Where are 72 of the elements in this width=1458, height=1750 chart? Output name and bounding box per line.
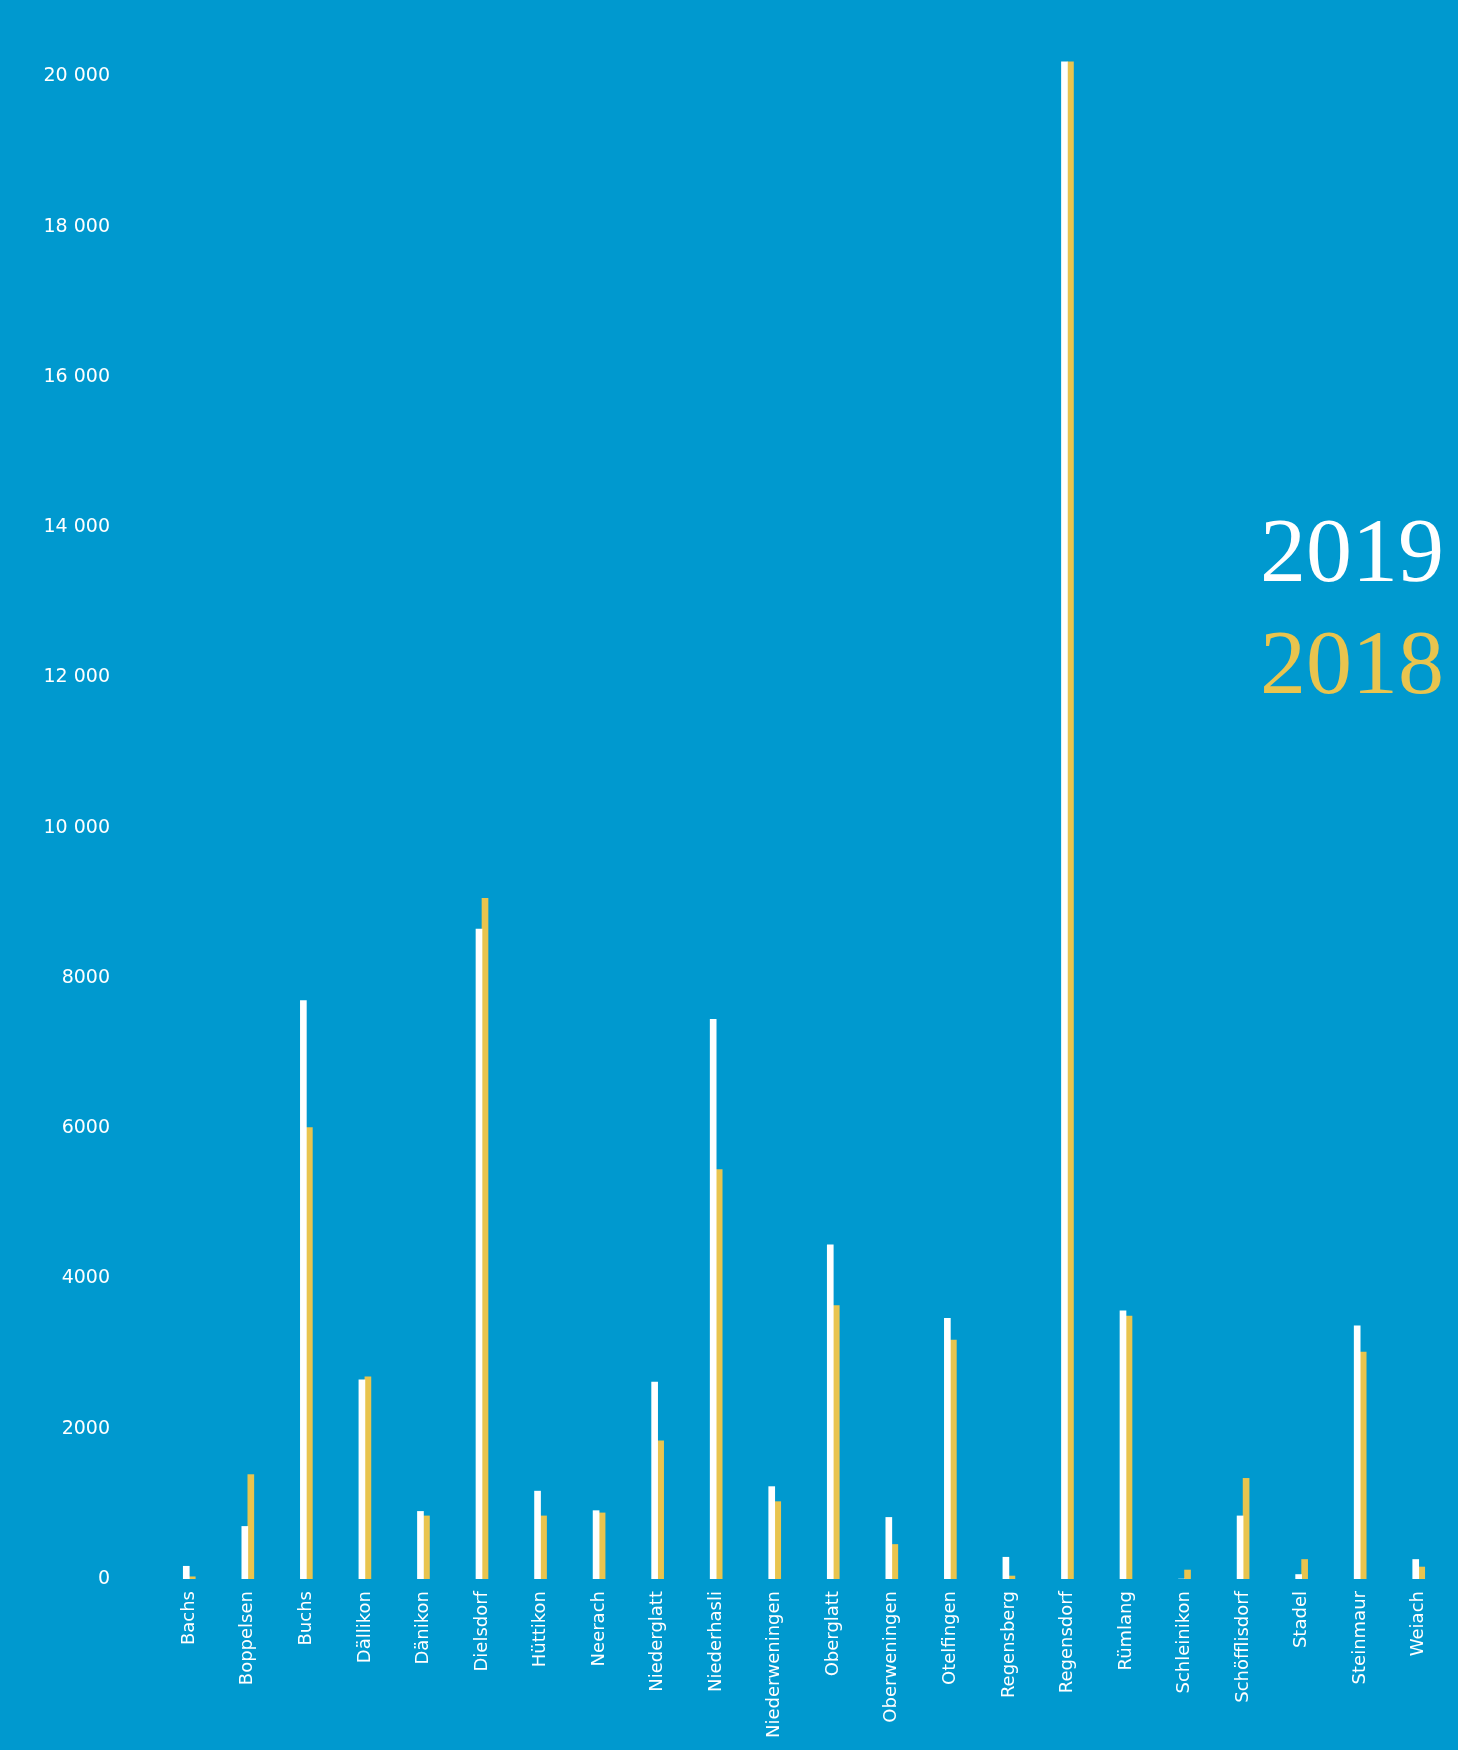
- x-tick-label: Regensberg: [996, 1591, 1018, 1699]
- bar: [1125, 1315, 1133, 1580]
- bar: [417, 1511, 424, 1580]
- bar: [891, 1544, 899, 1580]
- bar: [1067, 61, 1074, 1580]
- x-tick-label: Steinmaur: [1347, 1590, 1369, 1685]
- x-tick-label: Regensdorf: [1055, 1590, 1077, 1694]
- y-tick-label: 18 000: [43, 213, 110, 236]
- bar: [826, 1244, 834, 1580]
- bar: [475, 928, 483, 1580]
- x-tick-label: Rümlang: [1113, 1591, 1135, 1671]
- x-tick-label: Dielsdorf: [469, 1590, 491, 1672]
- bar: [306, 1127, 313, 1580]
- bar: [300, 1000, 307, 1580]
- bar: [592, 1510, 600, 1580]
- bar: [715, 1169, 723, 1580]
- bar: [1002, 1556, 1010, 1580]
- x-tick-label: Dällikon: [352, 1591, 374, 1664]
- text: 2018: [1260, 611, 1444, 714]
- x-tick-label: Hüttikon: [528, 1591, 550, 1668]
- bar: [1359, 1351, 1367, 1580]
- bar: [950, 1339, 957, 1580]
- bar: [709, 1018, 717, 1580]
- x-tick-label: Weiach: [1406, 1591, 1428, 1657]
- x-tick-label: Dänikon: [411, 1591, 433, 1665]
- x-tick-label: Stadel: [1289, 1591, 1311, 1649]
- x-tick-label: Niederglatt: [645, 1591, 667, 1692]
- bar: [651, 1381, 658, 1580]
- bar: [241, 1526, 249, 1580]
- bar: [182, 1565, 190, 1580]
- y-tick-label: 10 000: [43, 814, 110, 837]
- x-tick-label: Schleinikon: [1172, 1591, 1194, 1694]
- bar: [188, 1576, 196, 1580]
- x-tick-label: Oberweningen: [879, 1591, 901, 1723]
- bar: [364, 1376, 372, 1580]
- y-tick-label: 6000: [61, 1115, 110, 1138]
- bar: [1353, 1325, 1361, 1580]
- y-tick-label: 12 000: [43, 664, 110, 687]
- y-tick-label: 14 000: [43, 514, 110, 537]
- x-tick-label: Niederhasli: [703, 1591, 725, 1692]
- x-tick-label: Neerach: [586, 1591, 608, 1667]
- bar: [944, 1318, 951, 1580]
- bar: [1242, 1478, 1250, 1580]
- bar: [774, 1501, 782, 1580]
- y-tick-label: 2000: [61, 1415, 110, 1438]
- y-tick-label: 16 000: [43, 363, 110, 386]
- bar: [885, 1517, 893, 1580]
- bar: [1295, 1574, 1302, 1580]
- bar: [358, 1379, 366, 1580]
- bar: [768, 1486, 776, 1580]
- y-tick-label: 4000: [61, 1265, 110, 1288]
- bar: [1119, 1310, 1127, 1580]
- bar: [1412, 1559, 1420, 1580]
- x-tick-label: Buchs: [294, 1591, 316, 1646]
- x-tick-label: Oberglatt: [820, 1591, 842, 1677]
- x-tick-label: Niederweningen: [762, 1591, 784, 1739]
- x-tick-label: Boppelsen: [235, 1591, 257, 1686]
- bar: [247, 1474, 255, 1580]
- bar: [481, 898, 489, 1580]
- x-tick-label: Schöfflisdorf: [1230, 1590, 1252, 1703]
- y-tick-label: 8000: [61, 964, 110, 987]
- text: 2019: [1260, 499, 1444, 602]
- x-tick-label: Bachs: [176, 1591, 198, 1646]
- y-tick-label: 0: [97, 1565, 110, 1588]
- bar: [1184, 1569, 1191, 1580]
- y-tick-label: 20 000: [43, 63, 110, 86]
- bar: [657, 1440, 664, 1580]
- bar: [1061, 61, 1068, 1580]
- x-tick-label: Otelfingen: [938, 1591, 960, 1686]
- bar: [1301, 1559, 1308, 1580]
- bar: [832, 1305, 840, 1580]
- bar: [534, 1490, 541, 1580]
